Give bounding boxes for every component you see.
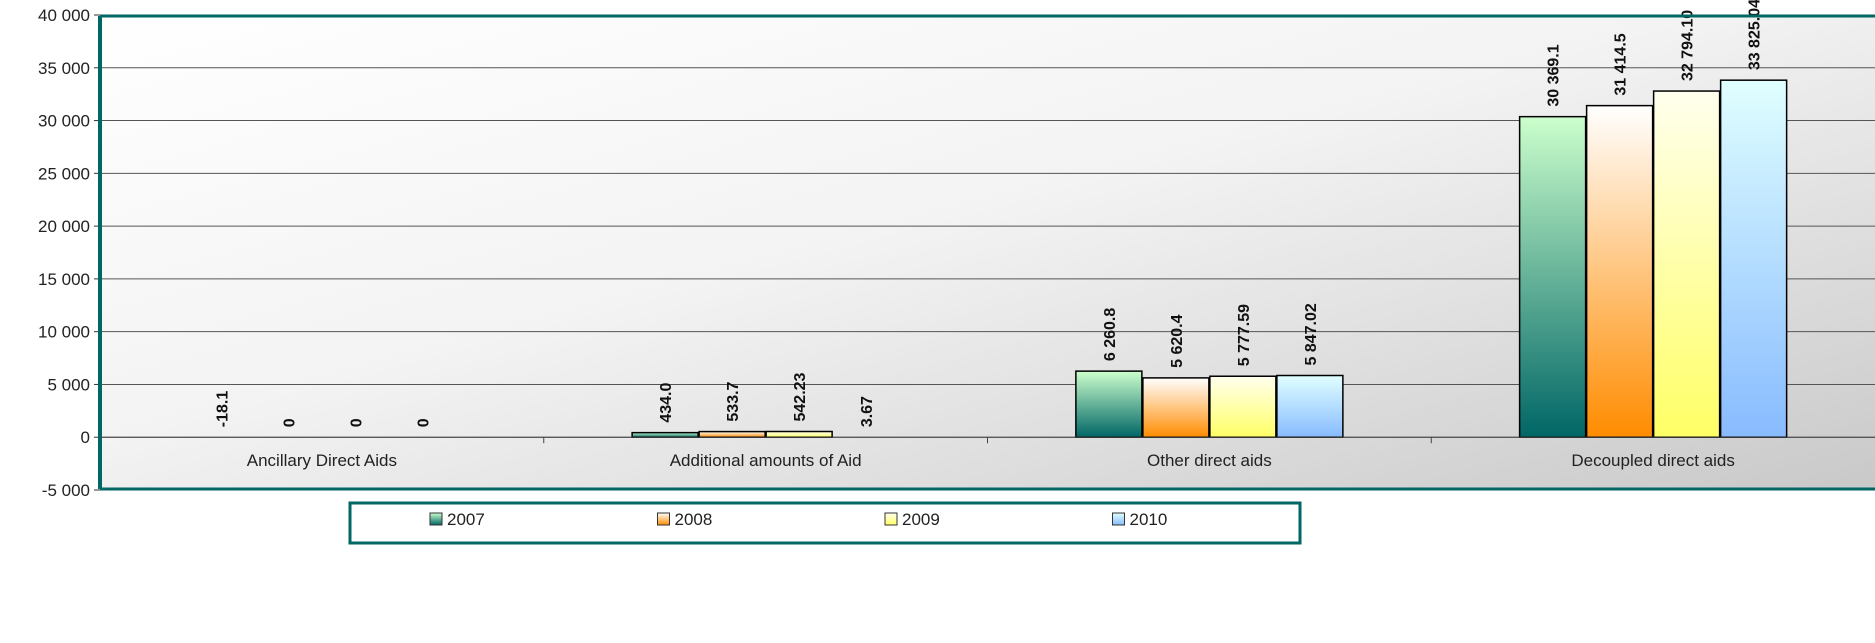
data-label: 0	[415, 418, 432, 427]
bar-2008-3	[1585, 104, 1654, 438]
legend-label: 2010	[1130, 510, 1168, 529]
legend-swatch-2009	[884, 512, 898, 526]
y-tick-label: 40 000	[38, 6, 90, 25]
legend-label: 2008	[675, 510, 713, 529]
bar-2007-2	[1075, 370, 1143, 438]
y-tick-label: 25 000	[38, 164, 90, 183]
data-label: 0	[281, 418, 298, 427]
bar-2008-2	[1142, 377, 1210, 438]
y-tick-label: -5 000	[42, 481, 90, 500]
data-label: 0	[348, 418, 365, 427]
y-tick-label: 35 000	[38, 59, 90, 78]
legend-swatch-2010	[1112, 512, 1125, 526]
data-label: 434.0	[658, 383, 675, 423]
y-tick-label: 0	[81, 428, 90, 447]
legend-swatch-2007	[429, 512, 443, 526]
legend-swatch-2008	[657, 512, 670, 526]
category-label: Decoupled direct aids	[1571, 451, 1734, 470]
y-tick-label: 15 000	[38, 270, 90, 289]
legend-box	[348, 501, 1302, 545]
data-label: -18.1	[214, 391, 231, 428]
data-label: 5 777.59	[1236, 304, 1253, 366]
data-label: 30 369.1	[1546, 44, 1563, 106]
bar-2010-2	[1276, 374, 1344, 438]
legend-label: 2007	[447, 510, 485, 529]
bar-2008-1	[698, 430, 766, 438]
bar-2007-1	[631, 431, 699, 438]
legend-label: 2009	[902, 510, 940, 529]
data-label: 33 825.04	[1747, 0, 1764, 70]
data-label: 6 260.8	[1102, 308, 1119, 361]
y-tick-label: 10 000	[38, 323, 90, 342]
bar-2007-3	[1518, 115, 1587, 438]
bar-2009-1	[765, 430, 833, 438]
data-label: 5 847.02	[1303, 303, 1320, 365]
y-tick-label: 5 000	[47, 375, 90, 394]
data-label: 533.7	[725, 381, 742, 421]
bar-2010-3	[1719, 79, 1788, 438]
data-label: 31 414.5	[1613, 33, 1630, 95]
data-label: 3.67	[859, 396, 876, 427]
data-label: 542.23	[792, 372, 809, 421]
y-tick-label: 30 000	[38, 112, 90, 131]
bar-2009-2	[1209, 375, 1277, 438]
category-label: Ancillary Direct Aids	[247, 451, 397, 470]
data-label: 5 620.4	[1169, 314, 1186, 367]
y-tick-label: 20 000	[38, 217, 90, 236]
data-label: 32 794.10	[1680, 10, 1697, 81]
category-label: Other direct aids	[1147, 451, 1272, 470]
bar-2009-3	[1652, 90, 1721, 438]
category-label: Additional amounts of Aid	[670, 451, 862, 470]
